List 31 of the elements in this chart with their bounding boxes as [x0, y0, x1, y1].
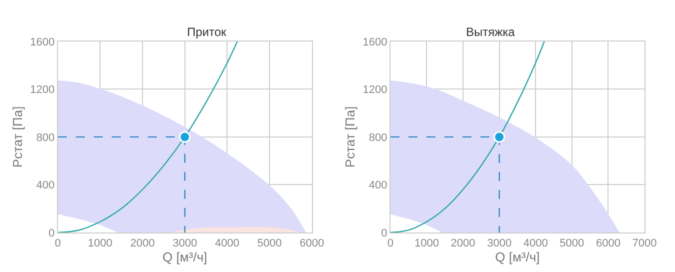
- chart-title: Вытяжка: [466, 25, 516, 39]
- y-tick-label: 400: [368, 180, 388, 192]
- y-tick-label: 400: [36, 180, 55, 192]
- chart-title: Приток: [187, 25, 228, 39]
- y-tick-label: 1200: [362, 84, 388, 96]
- y-tick-label: 800: [368, 132, 388, 144]
- x-tick-label: 6000: [596, 238, 620, 250]
- line-series: [58, 41, 238, 232]
- x-tick-label: 3000: [172, 238, 198, 250]
- line-series: [390, 41, 545, 232]
- y-tick-label: 1600: [30, 36, 55, 48]
- x-tick-label: 4000: [214, 238, 240, 250]
- x-tick-label: 1000: [414, 238, 439, 250]
- x-tick-label: 2000: [130, 238, 155, 250]
- x-tick-label: 5000: [560, 238, 584, 250]
- x-tick-label: 1000: [88, 238, 112, 250]
- y-axis-title: Pстат [Па]: [10, 106, 26, 168]
- x-tick-label: 4000: [523, 238, 548, 250]
- y-tick-label: 800: [36, 132, 55, 144]
- y-axis-title: Pстат [Па]: [342, 106, 358, 168]
- y-tick-label: 1200: [30, 84, 55, 96]
- y-tick-label: 1600: [362, 36, 388, 48]
- x-tick-label: 2000: [450, 238, 476, 250]
- x-tick-label: 7000: [632, 238, 657, 250]
- x-tick-label: 3000: [487, 238, 512, 250]
- x-axis-title: Q [м³/ч]: [162, 250, 208, 265]
- y-tick-label: 0: [381, 227, 388, 240]
- x-tick-label: 5000: [257, 238, 282, 250]
- x-axis-title: Q [м³/ч]: [495, 250, 540, 265]
- x-tick-label: 6000: [300, 238, 324, 250]
- y-tick-label: 0: [48, 227, 55, 240]
